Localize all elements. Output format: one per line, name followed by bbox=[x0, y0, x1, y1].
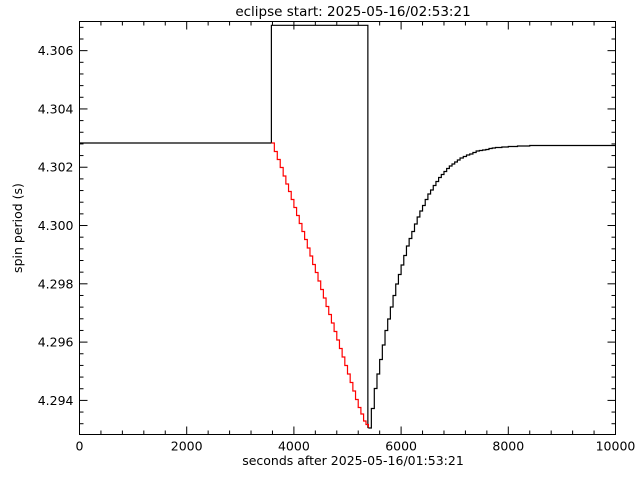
eclipse-interval-box bbox=[270, 24, 369, 429]
x-axis-ticks bbox=[79, 21, 616, 435]
x-tick-label: 10000 bbox=[596, 439, 636, 454]
y-tick-label: 4.300 bbox=[38, 218, 74, 233]
chart-title: eclipse start: 2025-05-16/02:53:21 bbox=[235, 4, 470, 20]
y-tick-label: 4.296 bbox=[38, 335, 74, 350]
x-tick-label: 0 bbox=[76, 439, 84, 454]
eclipse-box-outline bbox=[270, 24, 369, 144]
x-tick-label: 8000 bbox=[492, 439, 524, 454]
y-tick-label: 4.304 bbox=[38, 101, 74, 116]
plot-frame bbox=[79, 21, 616, 435]
x-axis-label: seconds after 2025-05-16/01:53:21 bbox=[242, 453, 464, 468]
y-axis-tick-labels: 4.294 4.296 4.298 4.300 4.302 4.304 4.306 bbox=[38, 43, 74, 408]
series-line bbox=[368, 144, 616, 429]
y-axis-ticks bbox=[79, 26, 616, 425]
plot-frame-border bbox=[79, 21, 616, 435]
y-tick-label: 4.298 bbox=[38, 276, 74, 291]
series-line bbox=[271, 142, 369, 428]
y-tick-label: 4.294 bbox=[38, 393, 74, 408]
y-tick-label: 4.306 bbox=[38, 43, 74, 58]
x-tick-label: 2000 bbox=[171, 439, 203, 454]
x-tick-label: 6000 bbox=[385, 439, 417, 454]
y-tick-label: 4.302 bbox=[38, 160, 74, 175]
y-axis-label: spin period (s) bbox=[10, 183, 25, 273]
data-series-group bbox=[79, 142, 616, 429]
x-tick-label: 4000 bbox=[278, 439, 310, 454]
x-axis-tick-labels: 0 2000 4000 6000 8000 10000 bbox=[76, 439, 636, 454]
